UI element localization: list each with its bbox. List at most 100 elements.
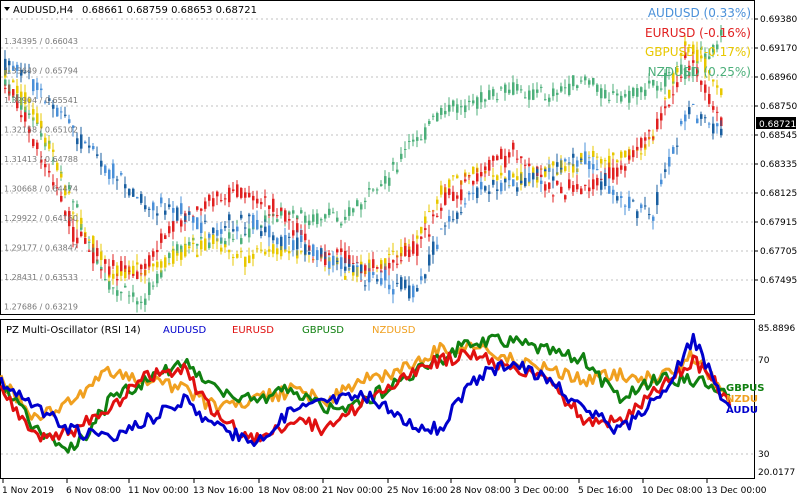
candle-body	[224, 226, 227, 228]
candle-body	[652, 79, 655, 86]
candle-body	[700, 114, 703, 119]
candle-body	[372, 259, 375, 268]
candle-body	[680, 121, 683, 125]
candle-body	[400, 260, 403, 262]
candle-body	[156, 273, 159, 284]
candle-body	[480, 92, 483, 103]
candle-body	[100, 251, 103, 261]
candle-body	[424, 127, 427, 140]
symbol-header: AUDUSD,H4	[13, 5, 73, 16]
candle-body	[124, 184, 127, 189]
candle-body	[556, 162, 559, 167]
candle-body	[272, 198, 275, 212]
candle-body	[468, 175, 471, 177]
candle-body	[584, 151, 587, 165]
candle-body	[320, 248, 323, 255]
candle-body	[488, 191, 491, 194]
oscillator-frame[interactable]	[0, 319, 755, 479]
candle-body	[592, 150, 595, 158]
candle-body	[552, 161, 555, 166]
candle-body	[72, 125, 75, 128]
candle-body	[128, 188, 131, 196]
candle-body	[52, 182, 55, 186]
osc-label-gbpusd: GBPUSD	[302, 325, 344, 336]
candle-body	[276, 238, 279, 245]
candle-body	[220, 247, 223, 252]
price-axis[interactable]: 0.69380 0.69170 0.68960 0.68750 0.68545 0.683…	[754, 15, 797, 286]
candle-body	[420, 226, 423, 234]
candle-body	[424, 274, 427, 279]
candle-body	[272, 244, 275, 254]
candle-body	[36, 142, 39, 149]
candle-body	[524, 164, 527, 166]
candle-body	[684, 114, 687, 122]
candle-body	[612, 91, 615, 93]
candle-body	[496, 175, 499, 181]
candle-body	[28, 127, 31, 134]
candle-body	[680, 52, 683, 55]
candle-body	[592, 77, 595, 85]
candle-body	[228, 187, 231, 203]
candle-body	[548, 167, 551, 172]
candle-body	[700, 47, 703, 50]
candle-body	[436, 113, 439, 122]
candle-body	[116, 179, 119, 181]
candle-body	[664, 169, 667, 172]
candle-body	[356, 200, 359, 207]
candle-body	[696, 118, 699, 124]
candle-body	[388, 177, 391, 186]
candle-body	[640, 138, 643, 148]
candle-body	[564, 159, 567, 162]
candle-body	[256, 198, 259, 204]
candle-body	[684, 52, 687, 59]
candle-body	[148, 255, 151, 267]
candle-body	[124, 266, 127, 279]
candle-body	[208, 233, 211, 238]
candle-body	[568, 162, 571, 164]
candle-body	[596, 177, 599, 186]
candle-body	[156, 261, 159, 268]
time-label: 28 Nov 08:00	[450, 486, 511, 496]
candle-body	[260, 231, 263, 236]
candle-body	[224, 240, 227, 246]
candle-body	[76, 220, 79, 222]
candle-body	[284, 235, 287, 250]
price-label: 0.69380	[760, 15, 797, 25]
triangle-down-icon[interactable]	[4, 7, 10, 11]
candle-body	[240, 238, 243, 244]
candle-body	[488, 159, 491, 171]
candle-body	[160, 270, 163, 278]
candle-body	[176, 253, 179, 256]
candle-body	[608, 167, 611, 179]
time-axis[interactable]: 1 Nov 2019 6 Nov 08:00 11 Nov 00:00 13 Nov …	[2, 479, 767, 496]
candle-body	[620, 165, 623, 170]
candle-body	[492, 156, 495, 161]
candle-body	[160, 233, 163, 243]
candle-body	[152, 285, 155, 287]
candle-body	[500, 148, 503, 160]
legend-eurusd: EURUSD (-0.16%)	[645, 26, 751, 40]
candle-body	[648, 130, 651, 132]
osc-axis-label: 70	[758, 356, 770, 366]
candle-body	[636, 88, 639, 97]
price-label: 0.68545	[760, 131, 797, 141]
legend-audusd: AUDUSD (0.33%)	[648, 6, 751, 20]
candle-body	[76, 204, 79, 208]
candle-body	[496, 99, 499, 101]
candle-body	[680, 76, 683, 78]
candle-body	[452, 191, 455, 201]
candle-body	[364, 200, 367, 203]
candle-body	[44, 137, 47, 143]
candle-body	[112, 260, 115, 266]
oscillator-axis[interactable]: 85.8896 70 30 20.0177	[758, 324, 795, 478]
price-label: 0.68960	[760, 73, 797, 83]
candle-body	[20, 91, 23, 97]
candle-body	[104, 165, 107, 173]
candle-body	[200, 240, 203, 250]
candle-body	[648, 214, 651, 216]
candle-body	[556, 180, 559, 185]
candle-body	[140, 301, 143, 303]
candle-body	[508, 89, 511, 94]
candle-body	[212, 198, 215, 207]
